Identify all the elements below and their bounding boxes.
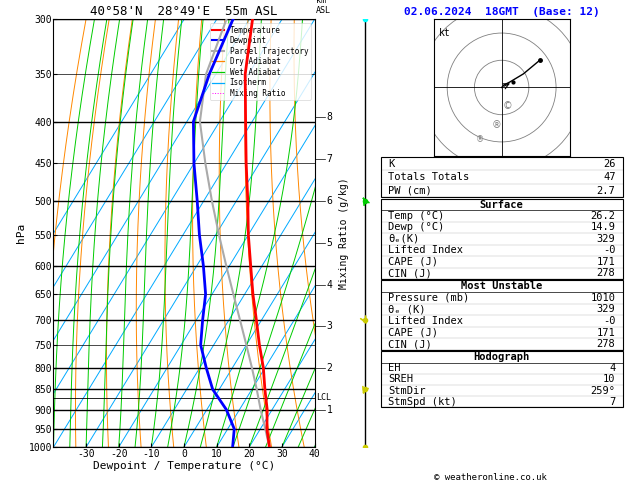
- Text: Dewp (°C): Dewp (°C): [388, 223, 444, 232]
- Text: Temp (°C): Temp (°C): [388, 211, 444, 221]
- Text: -0: -0: [603, 316, 615, 326]
- Text: 10: 10: [603, 374, 615, 384]
- Text: 278: 278: [597, 339, 615, 349]
- Text: Pressure (mb): Pressure (mb): [388, 293, 469, 303]
- Text: CIN (J): CIN (J): [388, 268, 431, 278]
- Text: Most Unstable: Most Unstable: [461, 281, 542, 291]
- Text: kt: kt: [439, 28, 451, 37]
- Text: 5: 5: [326, 238, 333, 248]
- Text: Hodograph: Hodograph: [474, 352, 530, 362]
- Text: CIN (J): CIN (J): [388, 339, 431, 349]
- Text: 1010: 1010: [591, 293, 615, 303]
- Text: StmDir: StmDir: [388, 385, 425, 396]
- Text: 1: 1: [326, 405, 333, 415]
- Text: 2: 2: [326, 363, 333, 373]
- Legend: Temperature, Dewpoint, Parcel Trajectory, Dry Adiabat, Wet Adiabat, Isotherm, Mi: Temperature, Dewpoint, Parcel Trajectory…: [210, 23, 311, 100]
- Text: Totals Totals: Totals Totals: [388, 172, 469, 182]
- Text: Mixing Ratio (g/kg): Mixing Ratio (g/kg): [339, 177, 349, 289]
- X-axis label: Dewpoint / Temperature (°C): Dewpoint / Temperature (°C): [93, 461, 275, 471]
- Text: SREH: SREH: [388, 374, 413, 384]
- Title: 40°58'N  28°49'E  55m ASL: 40°58'N 28°49'E 55m ASL: [90, 5, 278, 18]
- Text: ©: ©: [502, 101, 512, 111]
- Text: 02.06.2024  18GMT  (Base: 12): 02.06.2024 18GMT (Base: 12): [404, 7, 599, 17]
- Y-axis label: hPa: hPa: [16, 223, 26, 243]
- Text: Surface: Surface: [480, 199, 523, 209]
- Text: 2.7: 2.7: [597, 186, 615, 195]
- Text: 8: 8: [326, 112, 333, 122]
- Text: EH: EH: [388, 363, 400, 373]
- Text: ®: ®: [476, 135, 484, 144]
- Text: K: K: [388, 159, 394, 169]
- Text: 14.9: 14.9: [591, 223, 615, 232]
- Text: θₑ (K): θₑ (K): [388, 304, 425, 314]
- Text: 47: 47: [603, 172, 615, 182]
- Text: 7: 7: [326, 154, 333, 164]
- Text: PW (cm): PW (cm): [388, 186, 431, 195]
- Text: 7: 7: [610, 397, 615, 407]
- Text: 171: 171: [597, 328, 615, 338]
- Text: 6: 6: [326, 196, 333, 206]
- Text: 259°: 259°: [591, 385, 615, 396]
- Text: 329: 329: [597, 304, 615, 314]
- Text: CAPE (J): CAPE (J): [388, 328, 438, 338]
- Text: 171: 171: [597, 257, 615, 267]
- Text: StmSpd (kt): StmSpd (kt): [388, 397, 457, 407]
- Text: 4: 4: [326, 279, 333, 290]
- Text: 329: 329: [597, 234, 615, 244]
- Text: 278: 278: [597, 268, 615, 278]
- Text: Lifted Index: Lifted Index: [388, 245, 463, 255]
- Text: 4: 4: [610, 363, 615, 373]
- Text: 26.2: 26.2: [591, 211, 615, 221]
- Text: ®: ®: [491, 121, 501, 130]
- Text: km
ASL: km ASL: [316, 0, 331, 15]
- Text: Lifted Index: Lifted Index: [388, 316, 463, 326]
- Text: CAPE (J): CAPE (J): [388, 257, 438, 267]
- Text: 26: 26: [603, 159, 615, 169]
- Text: 3: 3: [326, 321, 333, 331]
- Text: -0: -0: [603, 245, 615, 255]
- Text: θₑ(K): θₑ(K): [388, 234, 419, 244]
- Text: © weatheronline.co.uk: © weatheronline.co.uk: [434, 473, 547, 482]
- Text: LCL: LCL: [316, 393, 331, 402]
